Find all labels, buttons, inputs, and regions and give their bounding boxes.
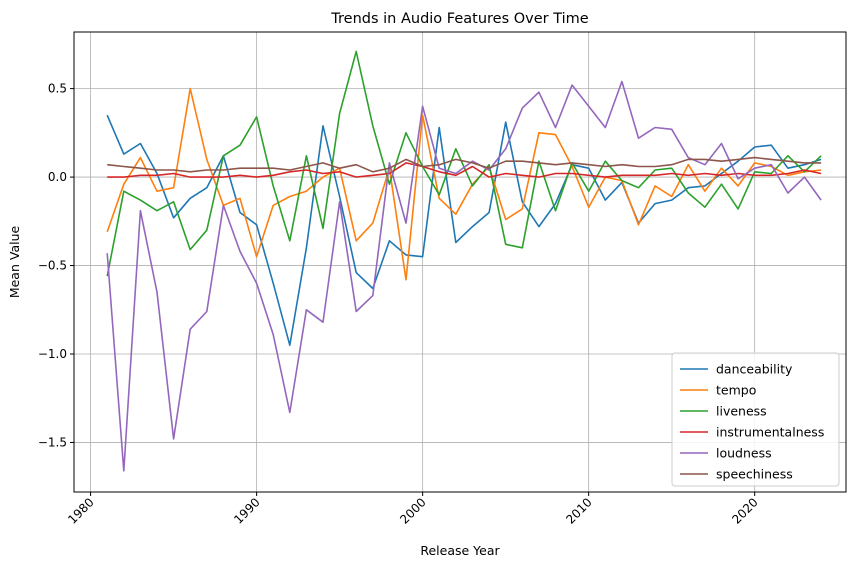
y-tick-label: 0.0 [48,170,67,184]
y-tick-label: −1.0 [38,347,67,361]
plot-frame [73,31,847,493]
legend-frame [671,352,840,487]
series-line-tempo [106,87,822,281]
chart-title: Trends in Audio Features Over Time [330,11,589,27]
legend-label-liveness: liveness [716,404,767,419]
axis-ticks: 1980 1990 2000 2010 2020−1.5−1.0−0.50.00.5 [38,82,761,527]
legend: danceability tempo liveness instrumentalnes… [671,352,840,487]
y-axis-label: Mean Value [7,226,22,299]
series-line-instrumentalness [107,162,822,178]
y-tick-label: −0.5 [38,259,67,273]
legend-label-loudness: loudness [716,446,772,461]
y-tick-label: 0.5 [48,82,67,96]
y-tick-label: −1.5 [38,435,67,449]
legend-label-tempo: tempo [716,383,756,398]
series-line-loudness [106,80,822,472]
series-lines [106,50,822,472]
legend-label-instrumentalness: instrumentalness [716,425,824,440]
legend-label-danceability: danceability [716,362,793,377]
legend-label-speechiness: speechiness [716,467,793,482]
series-line-speechiness [107,156,822,173]
x-axis-label: Release Year [420,543,500,558]
